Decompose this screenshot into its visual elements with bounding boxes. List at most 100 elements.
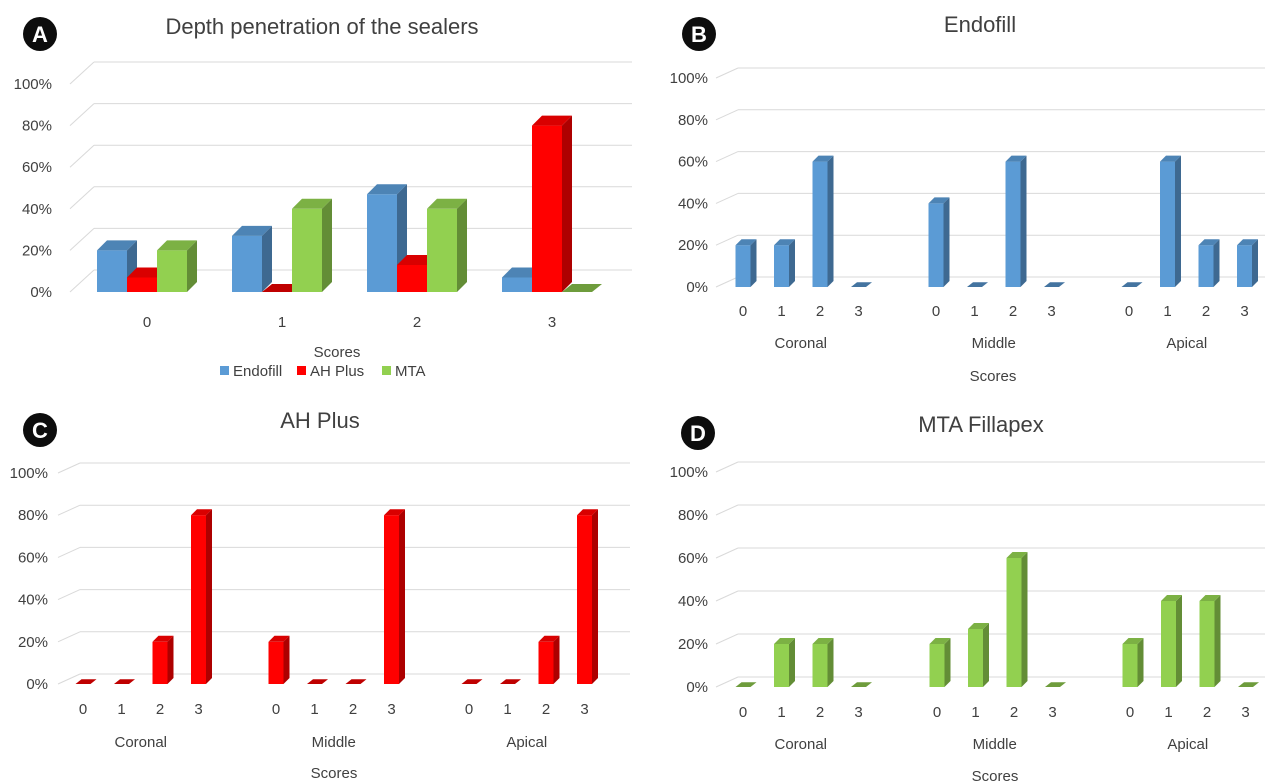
y-tick-label: 0%: [26, 676, 48, 693]
y-tick-label: 0%: [686, 279, 708, 296]
x-tick-label: 0: [79, 701, 87, 718]
bar-apical-1: [500, 679, 521, 684]
group-label: Apical: [1166, 335, 1207, 352]
y-tick-label: 80%: [18, 507, 48, 524]
y-tick-label: 20%: [678, 237, 708, 254]
gridline-diagonal: [715, 590, 739, 602]
panel-badge-letter: D: [690, 421, 706, 446]
group-label: Middle: [972, 335, 1016, 352]
bar-mta-2: [427, 198, 467, 292]
y-tick-label: 20%: [22, 242, 52, 259]
legend-swatch: [382, 366, 391, 375]
legend-swatch: [220, 366, 229, 375]
bar-apical-1: [1161, 595, 1182, 687]
bar-middle-3: [1045, 682, 1066, 687]
y-tick-label: 100%: [670, 70, 708, 87]
bar-middle-0: [268, 635, 290, 684]
x-tick-label: 1: [310, 701, 318, 718]
bar-apical-3: [577, 509, 598, 684]
gridline-diagonal: [715, 504, 739, 516]
x-tick-label: 1: [117, 701, 125, 718]
chart-panel-b: B Endofill 0% 20% 40% 60% 80% 100% 0 1 2 3 Coronal 0 1…: [670, 12, 1265, 385]
x-tick-label: 0: [932, 303, 940, 320]
bar-middle-2: [1005, 155, 1027, 287]
gridline-diagonal: [715, 461, 739, 473]
bar-apical-0: [1122, 638, 1144, 687]
bar-mta-1: [292, 198, 332, 292]
gridline-diagonal: [69, 269, 95, 293]
x-tick-label: 0: [739, 303, 747, 320]
y-tick-label: 100%: [14, 76, 52, 93]
chart-title: Depth penetration of the sealers: [165, 14, 478, 39]
group-label: Coronal: [114, 734, 167, 751]
bar-middle-3: [1044, 282, 1065, 287]
legend-label: Endofill: [233, 363, 282, 380]
x-tick-label: 2: [816, 303, 824, 320]
bar-coronal-0: [75, 679, 97, 684]
bar-coronal-2: [152, 635, 174, 684]
x-tick-label: 1: [970, 303, 978, 320]
y-tick-label: 0%: [686, 679, 708, 696]
bar-middle-3: [384, 509, 405, 684]
group-label: Coronal: [774, 736, 827, 753]
x-tick-label: 2: [1202, 303, 1210, 320]
x-tick-label: 1: [971, 704, 979, 721]
x-tick-label: 1: [1163, 303, 1171, 320]
x-axis-title: Scores: [311, 765, 358, 782]
gridline-diagonal: [57, 504, 81, 516]
x-tick-label: 3: [548, 314, 556, 331]
y-tick-label: 0%: [30, 284, 52, 301]
x-tick-label: 0: [272, 701, 280, 718]
x-tick-label: 1: [777, 704, 785, 721]
bar-middle-1: [967, 282, 988, 287]
bar-apical-0: [1121, 282, 1143, 287]
bar-endofill-2: [367, 184, 407, 292]
x-tick-label: 3: [194, 701, 202, 718]
x-axis-title: Scores: [972, 768, 1019, 782]
y-tick-label: 60%: [22, 159, 52, 176]
group-label: Coronal: [774, 335, 827, 352]
bar-middle-0: [929, 638, 951, 687]
y-tick-label: 40%: [18, 592, 48, 609]
y-tick-label: 100%: [670, 464, 708, 481]
gridline-diagonal: [57, 462, 81, 474]
x-tick-label: 3: [580, 701, 588, 718]
x-tick-label: 0: [933, 704, 941, 721]
x-tick-label: 1: [777, 303, 785, 320]
x-tick-label: 2: [1010, 704, 1018, 721]
gridline-diagonal: [715, 67, 739, 79]
x-tick-label: 2: [542, 701, 550, 718]
x-tick-label: 0: [143, 314, 151, 331]
x-tick-label: 0: [465, 701, 473, 718]
gridline-diagonal: [715, 676, 739, 688]
gridline-diagonal: [715, 192, 739, 204]
x-tick-label: 2: [156, 701, 164, 718]
y-tick-label: 40%: [678, 195, 708, 212]
legend-swatch: [297, 366, 306, 375]
gridline-diagonal: [69, 228, 95, 251]
bar-coronal-3: [191, 509, 212, 684]
bar-coronal-1: [774, 239, 795, 287]
chart-title: MTA Fillapex: [918, 412, 1044, 437]
x-tick-label: 1: [1164, 704, 1172, 721]
panel-badge-letter: A: [32, 22, 48, 47]
x-tick-label: 3: [1048, 704, 1056, 721]
y-tick-label: 60%: [18, 549, 48, 566]
y-tick-label: 60%: [678, 550, 708, 567]
bar-coronal-3: [851, 682, 872, 687]
panel-badge: [23, 17, 57, 51]
bar-coronal-0: [735, 682, 757, 687]
bar-apical-0: [461, 679, 483, 684]
x-tick-label: 2: [816, 704, 824, 721]
gridline-diagonal: [69, 61, 95, 85]
bar-apical-3: [1238, 682, 1259, 687]
x-axis-title: Scores: [970, 368, 1017, 385]
bar-apical-3: [1237, 239, 1258, 287]
x-tick-label: 2: [349, 701, 357, 718]
gridline-diagonal: [57, 673, 81, 685]
bar-middle-1: [307, 679, 328, 684]
x-tick-label: 3: [1240, 303, 1248, 320]
x-tick-label: 0: [1125, 303, 1133, 320]
group-label: Apical: [1167, 736, 1208, 753]
x-tick-label: 3: [854, 303, 862, 320]
